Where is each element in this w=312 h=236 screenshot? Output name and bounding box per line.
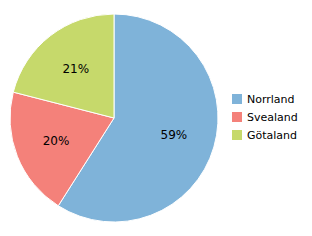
legend-label: Götaland: [247, 129, 297, 142]
legend-swatch: [232, 94, 242, 104]
legend-item: Svealand: [232, 111, 298, 124]
legend-swatch: [232, 112, 242, 122]
legend-item: Götaland: [232, 129, 297, 142]
legend: Norrland Svealand Götaland: [232, 93, 298, 142]
pie: [10, 14, 218, 222]
legend-label: Norrland: [247, 93, 295, 106]
legend-item: Norrland: [232, 93, 295, 106]
chart: 59% 20% 21% Norrland Svealand Götaland: [0, 0, 312, 236]
pie-slice: [13, 14, 114, 118]
data-label: 59%: [161, 128, 188, 142]
data-labels: 59% 20% 21%: [43, 62, 188, 148]
legend-label: Svealand: [247, 111, 298, 124]
data-label: 21%: [62, 62, 89, 76]
data-label: 20%: [43, 134, 70, 148]
legend-swatch: [232, 130, 242, 140]
